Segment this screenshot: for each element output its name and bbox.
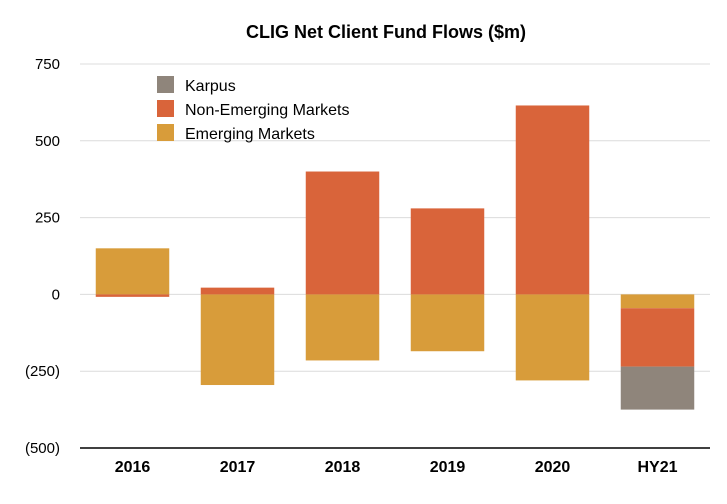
legend-label: Non-Emerging Markets [185, 102, 350, 119]
legend-swatch [157, 124, 174, 141]
bars [95, 105, 695, 410]
y-tick-label: 0 [52, 286, 60, 303]
x-tick-label: 2020 [535, 459, 571, 476]
legend: Karpus Non-Emerging Markets Emerging Marke… [157, 76, 350, 143]
bar-non-emerging-markets-2016 [95, 294, 170, 297]
legend-label: Emerging Markets [185, 126, 315, 143]
legend-swatch [157, 100, 174, 117]
bar-emerging-markets-2020 [515, 294, 590, 381]
bar-non-emerging-markets-2017 [200, 287, 275, 295]
x-tick-label: 2018 [325, 459, 361, 476]
bar-emerging-markets-hy21 [620, 294, 695, 309]
x-tick-label: 2017 [220, 459, 256, 476]
bar-emerging-markets-2019 [410, 294, 485, 352]
x-tick-label: 2016 [115, 459, 151, 476]
y-tick-label: 750 [35, 56, 60, 73]
bar-emerging-markets-2017 [200, 294, 275, 386]
y-tick-label: 250 [35, 210, 60, 227]
x-tick-label: HY21 [637, 459, 677, 476]
bar-non-emerging-markets-2020 [515, 105, 590, 295]
y-axis-tick-labels: 750 500 250 0 (250) (500) [25, 56, 60, 457]
x-tick-label: 2019 [430, 459, 466, 476]
bar-non-emerging-markets-2018 [305, 171, 380, 295]
chart-title: CLIG Net Client Fund Flows ($m) [246, 22, 526, 42]
bar-non-emerging-markets-hy21 [620, 308, 695, 367]
bar-non-emerging-markets-2019 [410, 208, 485, 295]
legend-label: Karpus [185, 78, 236, 95]
x-axis-tick-labels: 2016 2017 2018 2019 2020 HY21 [115, 459, 678, 476]
bar-emerging-markets-2016 [95, 248, 170, 295]
bar-emerging-markets-2018 [305, 294, 380, 361]
y-tick-label: (500) [25, 440, 60, 457]
y-tick-label: 500 [35, 133, 60, 150]
gridlines [80, 63, 710, 372]
bar-karpus-hy21 [620, 366, 695, 410]
y-tick-label: (250) [25, 363, 60, 380]
legend-swatch [157, 76, 174, 93]
